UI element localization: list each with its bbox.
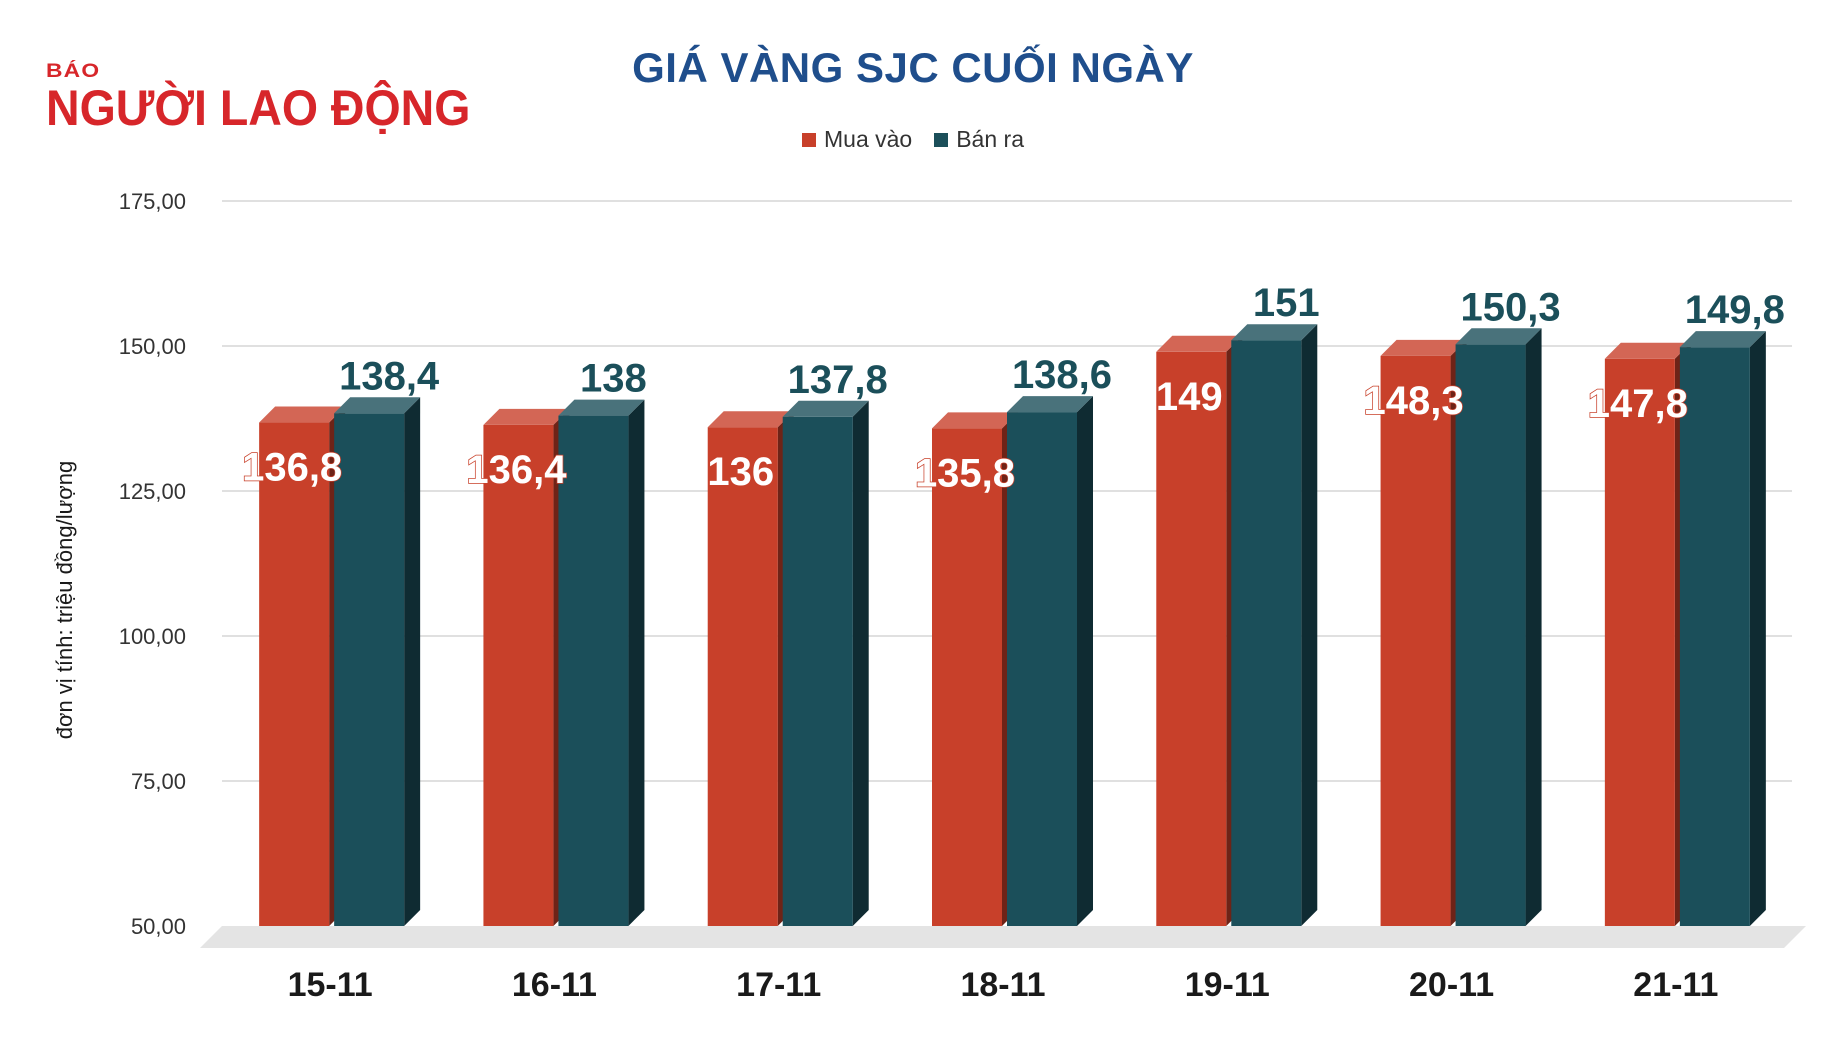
bar-mua-vao-top: [483, 408, 570, 425]
y-tick-label: 50,00: [131, 914, 186, 939]
bar-mua-vao: [1604, 342, 1691, 926]
logo-main-text: NGƯỜI LAO ĐỘNG: [46, 80, 471, 136]
bar-mua-vao-top: [1156, 335, 1243, 352]
bar-ban-ra-side: [852, 400, 869, 926]
data-label-ban-ra: 151: [1253, 281, 1320, 325]
data-label-ban-ra: 138,4: [339, 354, 440, 398]
data-label-ban-ra: 137,8: [788, 358, 888, 402]
bar-ban-ra-top: [1007, 396, 1093, 413]
bar-mua-vao-top: [259, 406, 346, 423]
bar-mua-vao-front: [259, 422, 330, 926]
bar-ban-ra-side: [1301, 324, 1318, 926]
newspaper-logo: BÁO NGƯỜI LAO ĐỘNG: [46, 62, 502, 133]
bar-ban-ra-front: [334, 413, 405, 926]
bar-ban-ra: [1007, 396, 1093, 926]
bar-mua-vao-top: [707, 411, 794, 428]
data-label-ban-ra: 138,6: [1012, 353, 1112, 397]
bar-mua-vao-top: [1604, 342, 1691, 359]
y-tick-label: 175,00: [119, 189, 186, 214]
legend-swatch-sell: [934, 132, 949, 147]
bar-mua-vao-front: [1380, 355, 1451, 926]
bar-ban-ra-top: [1231, 324, 1318, 341]
bar-ban-ra-front: [1455, 344, 1526, 926]
y-tick-label: 100,00: [119, 624, 186, 649]
legend-swatch-buy: [802, 132, 816, 147]
bar-ban-ra-front: [782, 416, 853, 926]
data-label-mua-vao: 147,8: [1588, 382, 1688, 426]
data-label-mua-vao: 148,3: [1364, 379, 1464, 423]
bar-ban-ra-top: [1679, 331, 1766, 348]
x-tick-label: 18-11: [960, 966, 1045, 1004]
bar-ban-ra-front: [558, 415, 629, 926]
chart-legend: Mua vào Bán ra: [0, 126, 1826, 153]
bar-mua-vao-front: [483, 424, 554, 926]
data-labels: 138,4 136,8 138 136,4 137,8 136 138,6 135,8 151 1…: [241, 281, 1785, 496]
legend-item-buy: Mua vào: [802, 126, 912, 153]
bar-ban-ra-side: [1749, 331, 1766, 926]
bar-ban-ra: [334, 397, 421, 926]
bar-ban-ra-top: [782, 400, 869, 417]
data-label-mua-vao: 135,8: [915, 451, 1015, 495]
x-tick-label: 16-11: [512, 966, 597, 1004]
bar-ban-ra-front: [1007, 412, 1077, 926]
chart-floor-plane: [200, 926, 1806, 948]
x-tick-label: 21-11: [1633, 966, 1718, 1004]
bar-ban-ra: [1455, 328, 1542, 926]
axes-labels: 50,00 75,00 100,00 125,00 150,00 175,00 đơn vị…: [52, 189, 1718, 1004]
x-tick-label: 15-11: [288, 966, 373, 1004]
bar-ban-ra: [1231, 324, 1318, 926]
y-axis-label: đơn vị tính: triệu đồng/lượng: [52, 461, 77, 739]
bar-mua-vao-front: [1156, 351, 1227, 926]
data-label-mua-vao: 136,4: [466, 448, 567, 492]
bars-group: [259, 324, 1766, 927]
data-label-ban-ra: 138: [580, 357, 647, 401]
bar-mua-vao-front: [932, 428, 1002, 926]
chart-floor: [200, 926, 1806, 948]
bar-mua-vao-top: [932, 412, 1018, 429]
x-tick-label: 20-11: [1409, 966, 1494, 1004]
bar-mua-vao: [1156, 335, 1243, 926]
y-tick-label: 150,00: [119, 334, 186, 359]
data-label-mua-vao: 136,8: [242, 446, 342, 490]
bar-mua-vao-top: [1380, 339, 1467, 356]
bar-ban-ra-front: [1679, 347, 1750, 926]
bar-ban-ra-top: [1455, 328, 1542, 345]
bar-ban-ra-front: [1231, 340, 1302, 926]
bar-ban-ra-top: [334, 397, 421, 414]
bar-ban-ra-top: [558, 399, 645, 416]
data-label-ban-ra: 149,8: [1685, 288, 1785, 332]
bar-ban-ra: [782, 400, 869, 926]
bar-ban-ra-side: [1525, 328, 1542, 926]
bar-ban-ra-side: [1077, 396, 1093, 926]
x-tick-label: 17-11: [736, 966, 821, 1004]
bar-mua-vao-front: [1604, 358, 1675, 926]
bar-ban-ra-side: [404, 397, 421, 926]
bar-mua-vao: [1380, 339, 1467, 926]
legend-label-sell: Bán ra: [956, 126, 1024, 152]
chart-title: GIÁ VÀNG SJC CUỐI NGÀY: [632, 44, 1194, 91]
y-tick-label: 75,00: [131, 769, 186, 794]
bar-ban-ra: [558, 399, 645, 927]
data-label-mua-vao: 136: [707, 450, 774, 494]
bar-ban-ra-side: [628, 399, 645, 927]
data-label-mua-vao: 149: [1156, 375, 1223, 419]
x-tick-label: 19-11: [1185, 966, 1270, 1004]
logo-small-text: BÁO: [46, 61, 101, 82]
legend-item-sell: Bán ra: [934, 126, 1024, 153]
legend-label-buy: Mua vào: [824, 126, 913, 152]
y-tick-label: 125,00: [119, 479, 186, 504]
bar-mua-vao-front: [707, 427, 778, 926]
bar-ban-ra: [1679, 331, 1766, 926]
data-label-ban-ra: 150,3: [1461, 285, 1561, 329]
